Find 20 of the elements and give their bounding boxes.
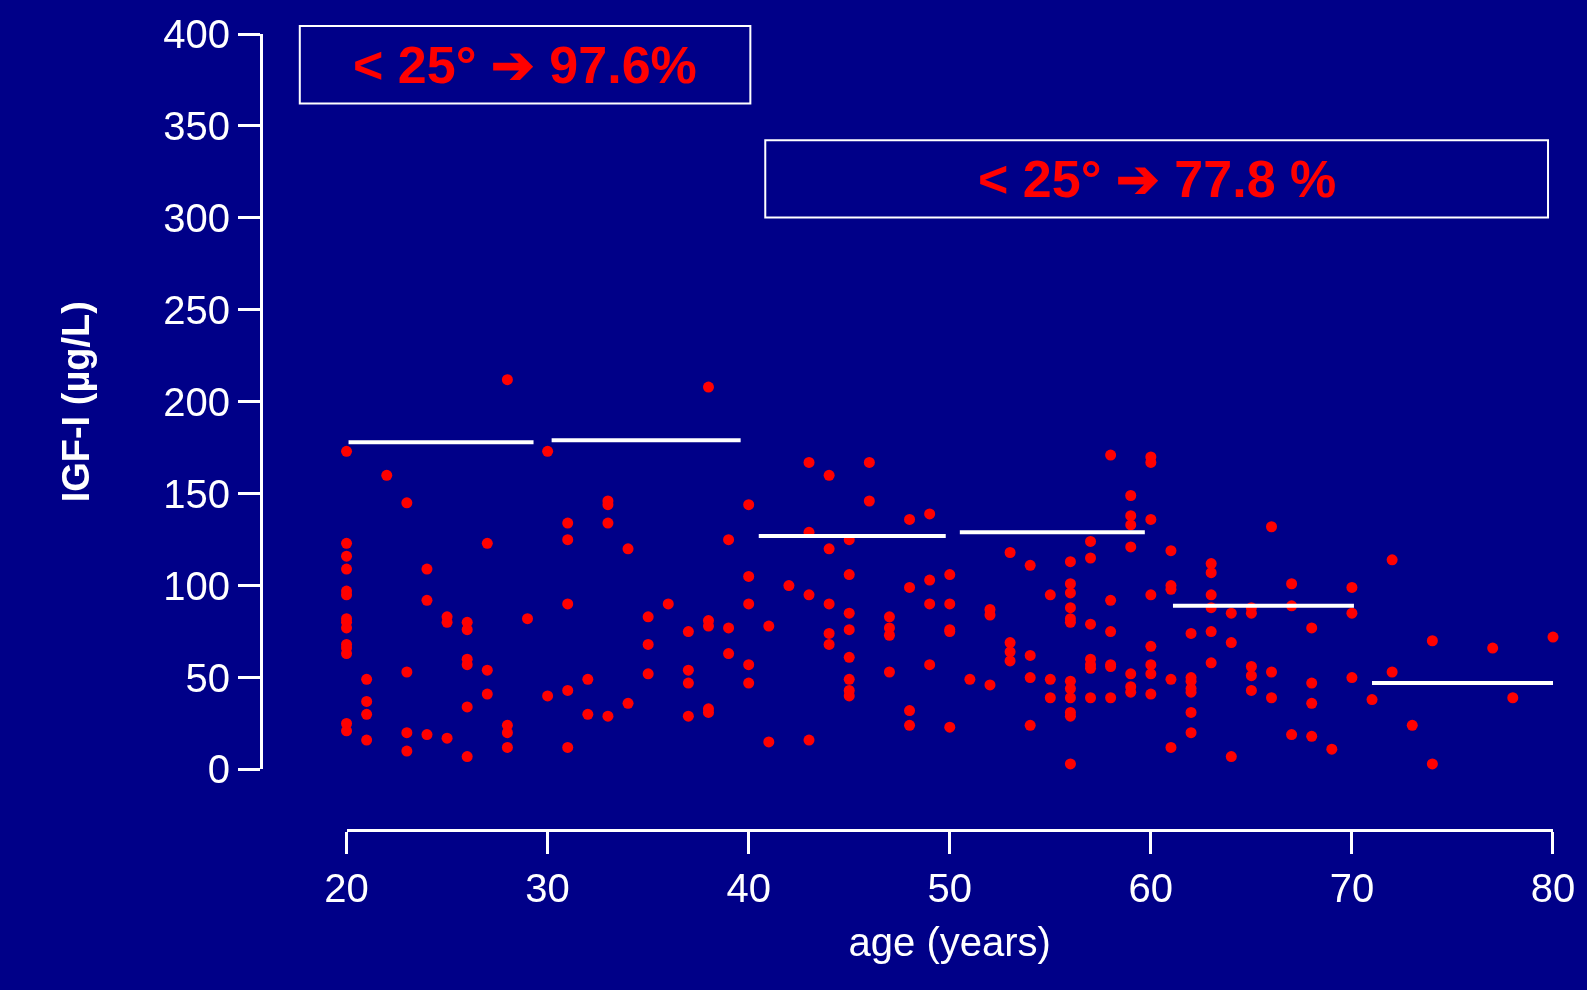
y-tick-label: 400 (163, 12, 230, 56)
x-tick-label: 60 (1128, 866, 1174, 910)
x-tick-label: 50 (927, 866, 973, 910)
y-tick-label: 100 (163, 563, 230, 608)
y-tick-label: 0 (207, 747, 230, 792)
x-tick-label: 70 (1329, 866, 1375, 910)
y-tick-label: 150 (163, 471, 230, 516)
x-tick-label: 30 (525, 866, 570, 910)
y-tick-label: 50 (185, 655, 230, 700)
x-axis-title: age (years) (848, 919, 1051, 964)
x-tick-label: 20 (324, 866, 369, 910)
annotation: < 25° ➔ 77.8 % (978, 150, 1337, 208)
annotation: < 25° ➔ 97.6% (353, 36, 697, 94)
x-tick-label: 80 (1530, 866, 1576, 910)
y-tick-label: 300 (163, 195, 230, 240)
y-tick-label: 250 (163, 287, 230, 332)
y-tick-label: 200 (163, 379, 230, 424)
y-axis-title: IGF-I (µg/L) (55, 301, 98, 503)
x-tick-label: 40 (726, 866, 771, 910)
y-tick-label: 350 (163, 103, 230, 148)
